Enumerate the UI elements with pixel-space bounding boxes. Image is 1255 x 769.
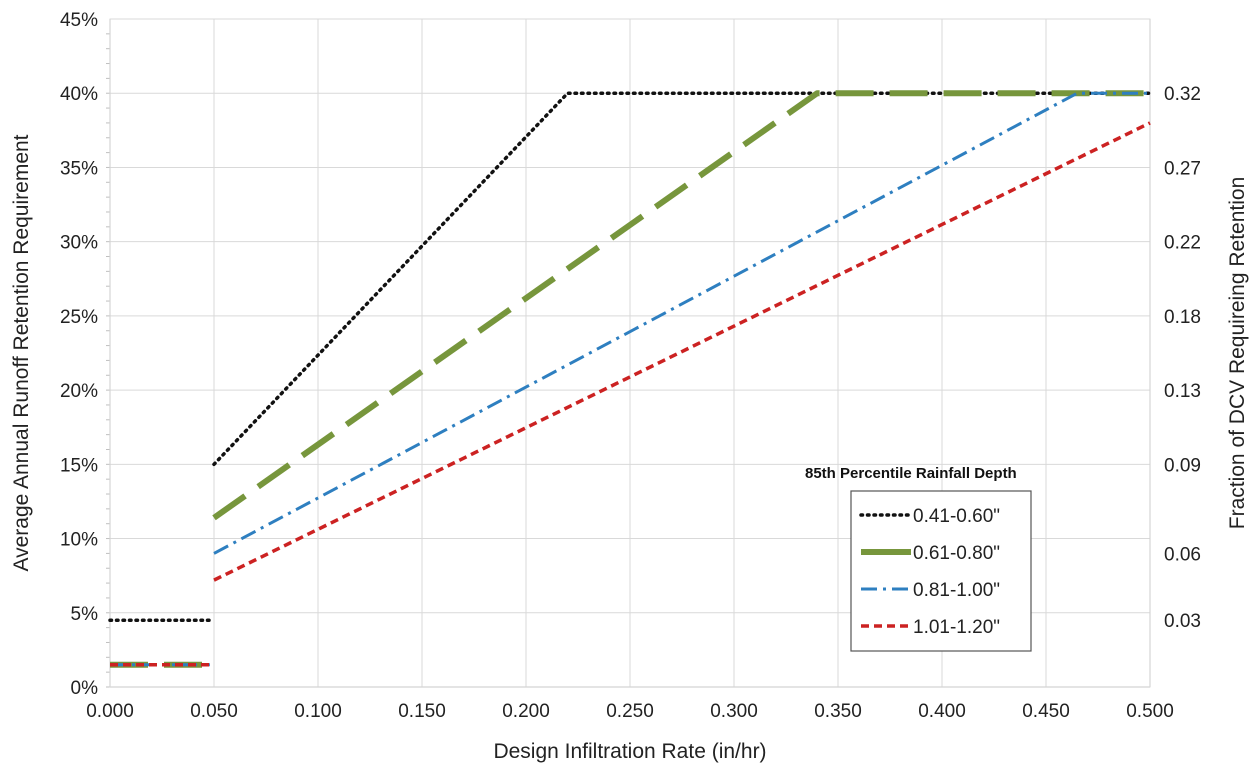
y2-axis-title: Fraction of DCV Requireing Retention	[1226, 177, 1249, 530]
legend-label: 0.61-0.80"	[913, 543, 1000, 564]
y2-tick-label: 0.27	[1164, 158, 1201, 179]
x-tick-labels: 0.000 0.050 0.100 0.150 0.200 0.250 0.300 0.350…	[86, 701, 1174, 722]
x-tick-label: 0.300	[710, 701, 758, 722]
series-1	[108, 91, 1152, 622]
x-tick-label: 0.200	[502, 701, 550, 722]
legend-label: 0.81-1.00"	[913, 580, 1000, 601]
x-tick-label: 0.150	[398, 701, 446, 722]
legend-title: 85th Percentile Rainfall Depth	[805, 465, 1017, 482]
y-tick-label: 45%	[60, 10, 98, 31]
y2-tick-label: 0.13	[1164, 381, 1201, 402]
x-tick-label: 0.500	[1126, 701, 1174, 722]
x-tick-label: 0.350	[814, 701, 862, 722]
series-line	[212, 91, 1152, 467]
legend-label: 1.01-1.20"	[913, 617, 1000, 638]
series-line	[213, 91, 1150, 555]
x-axis-title: Design Infiltration Rate (in/hr)	[493, 740, 766, 763]
y2-tick-label: 0.32	[1164, 84, 1201, 105]
plot-frame	[109, 18, 1151, 688]
y2-tick-label: 0.06	[1164, 544, 1201, 565]
y-tick-label: 5%	[71, 604, 99, 625]
y-tick-label: 0%	[71, 678, 99, 699]
y-tick-label: 15%	[60, 455, 98, 476]
y2-tick-label: 0.09	[1164, 455, 1201, 476]
series-line	[213, 121, 1151, 582]
y-tick-label: 40%	[60, 84, 98, 105]
x-tick-label: 0.450	[1022, 701, 1070, 722]
legend-label: 0.41-0.60"	[913, 506, 1000, 527]
y-tick-label: 20%	[60, 381, 98, 402]
y2-tick-label: 0.03	[1164, 611, 1201, 632]
y-tick-label: 35%	[60, 158, 98, 179]
y2-tick-label: 0.18	[1164, 307, 1201, 328]
series-4	[110, 121, 1151, 667]
legend: 0.41-0.60" 0.61-0.80" 0.81-1.00" 1.01-1.20"	[850, 490, 1032, 652]
y-tick-label: 10%	[60, 530, 98, 551]
y-tick-labels: 0% 5% 10% 15% 20% 25% 30% 35% 40% 45%	[60, 10, 98, 699]
series-layer	[108, 90, 1152, 668]
x-tick-label: 0.250	[606, 701, 654, 722]
y2-tick-labels: 0.03 0.06 0.09 0.13 0.18 0.22 0.27 0.32	[1164, 84, 1201, 632]
y-tick-label: 30%	[60, 233, 98, 254]
x-tick-label: 0.400	[918, 701, 966, 722]
y2-tick-label: 0.22	[1164, 233, 1201, 254]
x-tick-label: 0.050	[190, 701, 238, 722]
y-axis-title: Average Annual Runoff Retention Requirem…	[10, 134, 33, 571]
series-3	[110, 91, 1150, 667]
series-line	[212, 90, 1150, 521]
x-tick-label: 0.100	[294, 701, 342, 722]
y-tick-label: 25%	[60, 307, 98, 328]
x-tick-label: 0.000	[86, 701, 134, 722]
